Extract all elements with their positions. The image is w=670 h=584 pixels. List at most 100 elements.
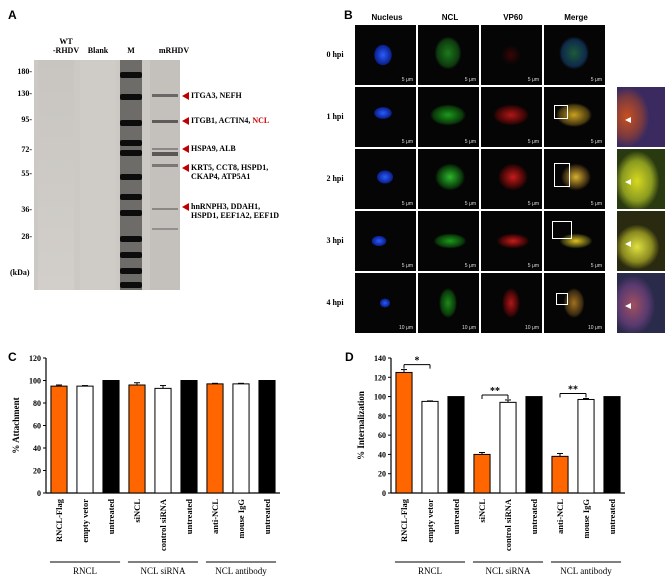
micrograph-tile: 5 μm	[355, 25, 416, 85]
bar	[128, 384, 146, 494]
bar	[525, 396, 543, 494]
y-tick-label: 20	[378, 470, 386, 479]
sample-band	[152, 164, 178, 167]
micrograph-tile: 5 μm	[481, 25, 542, 85]
panel-a-label: A	[8, 8, 17, 22]
ladder-band	[120, 140, 142, 146]
scale-bar-label: 5 μm	[464, 201, 476, 207]
bar	[50, 385, 68, 494]
y-tick-label: 60	[33, 422, 41, 431]
y-tick-label: 100	[374, 393, 386, 402]
header-ncl: NCL	[441, 13, 459, 22]
scale-bar-label: 5 μm	[527, 263, 539, 269]
micrograph-tile: 5 μm	[481, 87, 542, 147]
mw-marker: 55-	[21, 169, 32, 178]
scale-bar-label: 5 μm	[527, 139, 539, 145]
mw-marker: 95-	[21, 115, 32, 124]
y-tick-label: 60	[378, 431, 386, 440]
lane-label: M	[127, 46, 135, 55]
group-label: RNCL	[73, 566, 97, 576]
gel-lane-marker	[120, 60, 142, 290]
y-axis-label: % Attachment	[11, 397, 21, 453]
scale-bar-label: 5 μm	[590, 263, 602, 269]
category-label: empty vetor	[80, 499, 90, 543]
panel-d-label: D	[345, 350, 354, 364]
band-annotation: hnRNPH3, DDAH1, HSPD1, EEF1A2, EEF1D	[191, 202, 280, 220]
sample-band	[152, 228, 178, 230]
mw-marker: 28-	[21, 232, 32, 241]
category-label: untreated	[529, 499, 539, 535]
category-label: anti-NCL	[555, 499, 565, 534]
bar	[76, 385, 94, 494]
micrograph-tile: 5 μm	[544, 25, 605, 85]
category-label: control siRNA	[503, 498, 513, 551]
zoom-box	[554, 105, 568, 119]
ladder-band	[120, 252, 142, 258]
lane-label: mRHDV	[158, 46, 190, 55]
band-annotation: ITGB1, ACTIN4, NCL	[191, 116, 270, 125]
y-tick-label: 120	[374, 373, 386, 382]
bar	[395, 371, 413, 494]
ladder-band	[120, 94, 142, 100]
zoom-box	[552, 221, 572, 239]
ladder-band	[120, 236, 142, 242]
category-label: siNCL	[132, 499, 142, 523]
bar	[551, 455, 569, 494]
internalization-chart: 0 20 40 60 80 100 120 140 % Internalization RNCL-…	[356, 354, 625, 576]
micrograph-tile: 5 μm	[418, 87, 479, 147]
y-tick-label: 120	[29, 354, 41, 363]
panel-b-label: B	[344, 8, 353, 22]
category-label: siNCL	[477, 499, 487, 523]
y-tick-label: 40	[378, 450, 386, 459]
category-label: control siRNA	[158, 498, 168, 551]
arrowhead-icon	[625, 179, 631, 185]
significance-label: *	[415, 356, 420, 367]
header-vp60: VP60	[503, 13, 523, 22]
micrograph-tile: 10 μm	[418, 273, 479, 333]
scale-bar-label: 10 μm	[588, 325, 602, 331]
bar	[577, 398, 595, 494]
sample-band	[152, 120, 178, 123]
bar	[206, 383, 224, 494]
y-tick-label: 80	[378, 412, 386, 421]
zoom-inset	[617, 273, 665, 333]
micrograph-tile: 5 μm	[355, 149, 416, 209]
scale-bar-label: 5 μm	[464, 139, 476, 145]
arrowhead-icon	[625, 241, 631, 247]
scale-bar-label: 5 μm	[401, 201, 413, 207]
ladder-band	[120, 150, 142, 156]
scale-bar-label: 10 μm	[525, 325, 539, 331]
scale-bar-label: 5 μm	[527, 77, 539, 83]
bar	[421, 400, 439, 494]
scale-bar-label: 10 μm	[462, 325, 476, 331]
category-label: untreated	[607, 499, 617, 535]
scale-bar-label: 5 μm	[527, 201, 539, 207]
bar	[447, 396, 465, 494]
arrowhead-icon	[625, 117, 631, 123]
arrowhead-icon	[625, 303, 631, 309]
y-tick-label: 100	[29, 377, 41, 386]
band-arrow	[182, 117, 189, 125]
lane-label: Blank	[87, 46, 109, 55]
y-axis-label: % Internalization	[356, 391, 366, 460]
band-annotation: ITGA3, NEFH	[191, 91, 242, 100]
bar	[499, 401, 517, 494]
zoom-inset	[617, 149, 665, 209]
sample-band	[152, 94, 178, 97]
micrograph-tile: 10 μm	[481, 273, 542, 333]
zoom-inset	[617, 87, 665, 147]
band-arrow	[182, 92, 189, 100]
micrograph-tile: 5 μm	[544, 211, 605, 271]
category-label: mouse IgG	[236, 499, 246, 539]
category-label: mouse IgG	[581, 499, 591, 539]
group-label: NCL antibody	[560, 566, 612, 576]
category-label: untreated	[451, 499, 461, 535]
time-point-label: 2 hpi	[326, 174, 344, 183]
category-label: RNCL-Flag	[54, 498, 64, 542]
mw-marker: 180-	[17, 67, 32, 76]
scale-bar-label: 5 μm	[590, 77, 602, 83]
category-label: untreated	[106, 499, 116, 535]
y-tick-label: 80	[33, 399, 41, 408]
header-nucleus: Nucleus	[371, 13, 403, 22]
y-tick-label: 0	[37, 489, 41, 498]
